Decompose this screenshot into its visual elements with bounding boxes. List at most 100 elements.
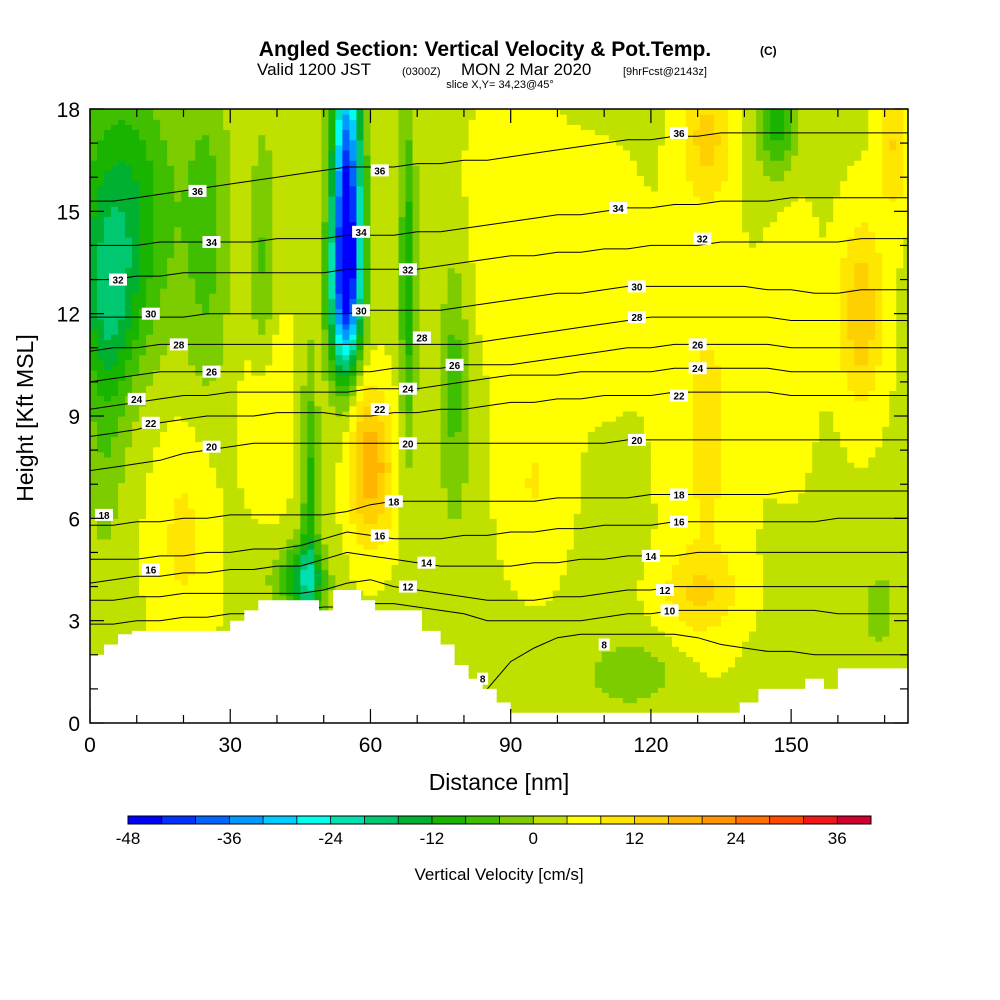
velocity-cell [286, 257, 294, 264]
velocity-cell [139, 497, 147, 504]
velocity-cell [335, 129, 344, 136]
velocity-cell [314, 513, 322, 519]
velocity-cell [286, 124, 294, 131]
velocity-cell [223, 518, 231, 525]
velocity-cell [139, 508, 147, 514]
velocity-cell [314, 395, 322, 402]
velocity-cell [181, 298, 189, 305]
velocity-cell [251, 589, 259, 596]
velocity-cell [230, 242, 238, 248]
velocity-cell [377, 441, 386, 448]
velocity-cell [202, 421, 210, 427]
velocity-cell [188, 165, 196, 171]
velocity-cell [174, 226, 182, 233]
velocity-cell [286, 318, 294, 325]
velocity-cell [286, 334, 294, 340]
velocity-cell [160, 221, 168, 228]
velocity-cell [314, 467, 322, 473]
velocity-cell [342, 298, 351, 305]
velocity-cell [349, 236, 358, 243]
velocity-cell [300, 528, 308, 535]
velocity-cell [125, 369, 133, 376]
velocity-cell [167, 231, 175, 238]
velocity-cell [230, 369, 238, 376]
velocity-cell [307, 339, 315, 345]
velocity-cell [195, 518, 203, 525]
velocity-cell [209, 313, 217, 320]
velocity-cell [314, 574, 322, 581]
velocity-cell [356, 201, 365, 207]
velocity-cell [237, 605, 245, 612]
velocity-cell [202, 344, 210, 351]
velocity-cell [237, 185, 245, 192]
velocity-cell [244, 410, 252, 417]
velocity-cell [230, 492, 238, 499]
velocity-cell [258, 354, 266, 361]
velocity-cell [335, 569, 344, 576]
velocity-cell [279, 564, 287, 571]
velocity-cell [272, 313, 280, 320]
velocity-cell [202, 282, 210, 289]
velocity-cell [349, 109, 358, 115]
velocity-cell [209, 528, 217, 535]
velocity-cell [356, 538, 365, 545]
velocity-cell [258, 462, 266, 468]
velocity-cell [258, 155, 266, 161]
velocity-cell [314, 134, 322, 141]
velocity-cell [181, 584, 189, 591]
velocity-cell [160, 288, 168, 294]
velocity-cell [314, 400, 322, 407]
velocity-cell [174, 410, 182, 417]
velocity-cell [174, 579, 182, 586]
velocity-cell [146, 446, 154, 453]
velocity-cell [97, 502, 105, 509]
velocity-cell [125, 155, 133, 161]
velocity-cell [279, 528, 287, 535]
velocity-cell [335, 144, 344, 151]
velocity-cell [111, 247, 119, 253]
velocity-cell [188, 426, 196, 432]
velocity-cell [174, 134, 182, 141]
velocity-cell [258, 426, 266, 432]
velocity-cell [286, 549, 294, 555]
velocity-cell [230, 155, 238, 161]
velocity-cell [300, 144, 308, 151]
velocity-cell [265, 369, 273, 376]
velocity-cell [272, 211, 280, 218]
velocity-cell [272, 513, 280, 519]
velocity-cell [293, 257, 301, 264]
velocity-cell [167, 119, 175, 125]
velocity-cell [258, 349, 266, 356]
velocity-cell [321, 375, 329, 381]
velocity-cell [377, 477, 386, 484]
velocity-cell [125, 247, 133, 253]
velocity-cell [181, 247, 189, 253]
velocity-cell [321, 226, 329, 233]
velocity-cell [111, 589, 119, 596]
velocity-cell [370, 231, 379, 238]
velocity-cell [251, 195, 259, 202]
velocity-cell [181, 497, 189, 504]
velocity-cell [223, 114, 231, 120]
velocity-cell [223, 615, 231, 622]
velocity-cell [258, 579, 266, 586]
velocity-cell [167, 502, 175, 509]
velocity-cell [293, 329, 301, 335]
velocity-cell [307, 369, 315, 376]
velocity-cell [153, 492, 161, 499]
velocity-cell [97, 630, 105, 637]
velocity-cell [132, 160, 140, 166]
velocity-cell [167, 206, 175, 212]
velocity-cell [181, 569, 189, 576]
velocity-cell [216, 533, 224, 540]
velocity-cell [251, 502, 259, 509]
velocity-cell [202, 119, 210, 125]
velocity-cell [244, 595, 252, 601]
velocity-cell [188, 282, 196, 289]
velocity-cell [209, 277, 217, 284]
velocity-cell [293, 508, 301, 514]
velocity-cell [314, 201, 322, 207]
velocity-cell [90, 513, 98, 519]
velocity-cell [111, 201, 119, 207]
velocity-cell [265, 523, 273, 530]
